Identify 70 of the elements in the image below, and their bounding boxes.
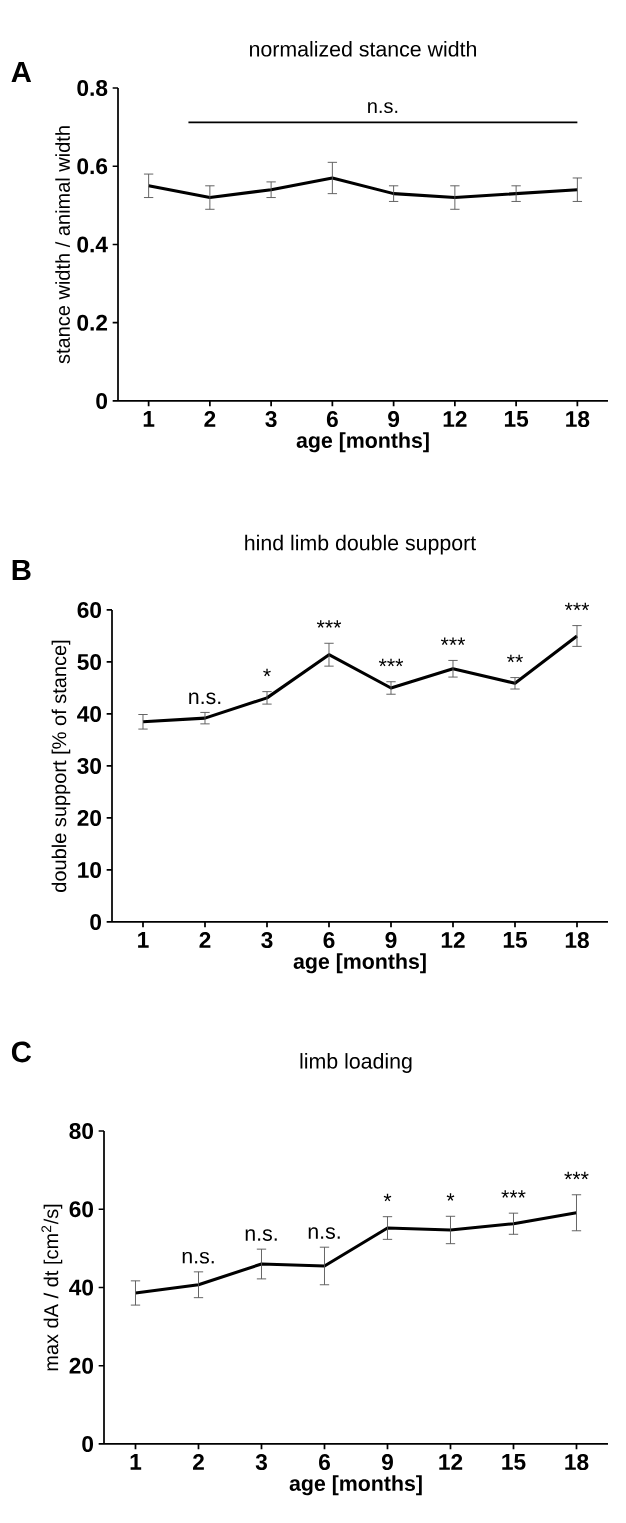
x-tick-label: 12 [439,1454,463,1470]
x-tick-label: 18 [566,411,590,428]
y-tick-label: 0 [90,913,102,931]
y-tick-label: 40 [77,705,102,723]
annotation: n.s. [189,692,221,705]
x-axis-title: age [months] [289,1475,422,1496]
x-axis-title: age [months] [296,432,429,453]
y-tick-label: 50 [77,653,102,671]
x-tick-label: 15 [503,932,527,948]
y-tick-label: 0.2 [77,314,108,331]
x-tick-label: 1 [138,932,149,948]
annotation: *** [501,1190,526,1198]
annotation: * [446,1193,455,1201]
annotation: *** [564,602,590,611]
annotation: ** [507,654,523,663]
text: A [11,61,32,83]
text: B [12,559,31,581]
annotation: * [383,1193,392,1202]
annotation: *** [564,1171,589,1180]
y-tick-label: 20 [69,1357,94,1374]
y-tick-label: 0.8 [77,79,108,97]
annotation: * [263,668,271,677]
x-tick-label: 3 [255,1454,267,1471]
x-tick-label: 9 [385,932,397,949]
y-tick-label: 30 [77,757,102,775]
y-tick-label: 80 [69,1122,94,1140]
y-axis-title: max dA / dt [cm$^{2}$/s] [41,1204,63,1371]
y-tick-label: 10 [78,861,102,879]
y-tick-label: 20 [77,809,102,827]
annotation: *** [378,658,404,667]
x-tick-label: 2 [199,932,211,948]
chart-title: limb loading [300,1053,412,1073]
y-tick-label: 0.4 [77,236,108,253]
x-tick-label: 1 [130,1454,142,1470]
text: C [11,1041,32,1063]
line-series [133,1211,579,1295]
x-tick-label: 9 [381,1454,393,1471]
annotation: n.s. [368,102,398,114]
x-tick-label: 15 [502,1454,526,1470]
annotation: *** [316,620,342,628]
chart-title: normalized stance width [249,40,476,57]
x-tick-label: 6 [323,932,335,949]
x-tick-label: 15 [504,411,529,427]
x-tick-label: 12 [441,932,465,948]
y-tick-label: 60 [69,1201,94,1218]
x-tick-label: 18 [565,932,589,949]
x-tick-label: 3 [265,411,277,428]
x-tick-label: 12 [443,411,467,427]
x-tick-label: 18 [565,1454,589,1471]
x-tick-label: 9 [388,411,400,428]
x-tick-label: 6 [326,411,338,428]
x-tick-label: 2 [204,411,216,427]
x-tick-label: 1 [143,411,155,427]
y-tick-label: 40 [69,1279,94,1296]
y-tick-label: 0.6 [77,158,108,175]
annotation: n.s. [182,1251,214,1264]
chart-title: hind limb double support [245,534,476,555]
y-tick-label: 0 [96,392,108,410]
annotation: n.s. [245,1229,277,1241]
y-axis-title: double support [% of stance] [51,640,71,892]
line-series [141,634,579,724]
x-tick-label: 2 [192,1454,204,1470]
y-axis-title: stance width / animal width [55,126,70,364]
x-axis-title: age [months] [293,953,426,974]
annotation: n.s. [308,1227,340,1239]
y-tick-label: 60 [77,601,102,619]
x-tick-label: 3 [261,932,273,949]
x-tick-label: 6 [319,1454,330,1471]
y-tick-label: 0 [82,1435,94,1453]
annotation: *** [440,637,466,645]
